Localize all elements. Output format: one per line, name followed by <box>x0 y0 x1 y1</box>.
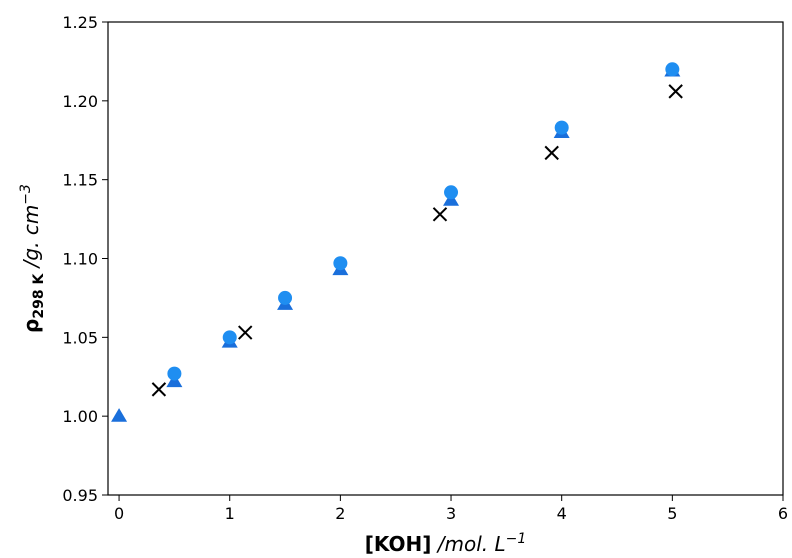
circle-marker <box>222 330 237 345</box>
y-tick-label: 1.00 <box>62 407 98 426</box>
y-tick-label: 1.15 <box>62 171 98 190</box>
y-axis-label-unit: /g. cm <box>19 205 43 274</box>
x-axis-ticks: 0 1 2 3 4 5 6 <box>114 495 788 523</box>
x-tick-label: 2 <box>335 504 345 523</box>
y-axis-label-exponent: −3 <box>18 184 34 205</box>
circle-marker <box>444 185 459 200</box>
y-tick-label: 1.05 <box>62 328 98 347</box>
x-tick-label: 3 <box>446 504 456 523</box>
x-tick-label: 4 <box>557 504 567 523</box>
circle-marker <box>665 62 680 77</box>
y-axis-label-subscript: 298 K <box>31 273 47 319</box>
x-marker <box>151 382 167 397</box>
y-tick-label: 1.25 <box>62 13 98 32</box>
circle-marker <box>333 256 348 271</box>
y-axis-label-rho: ρ <box>19 319 43 333</box>
circle-marker <box>278 290 293 305</box>
y-axis-label: ρ298 K /g. cm−3 <box>18 184 47 333</box>
y-tick-label: 1.10 <box>62 250 98 269</box>
plot-frame <box>107 21 784 496</box>
x-marker <box>238 325 253 340</box>
x-tick-label: 5 <box>667 504 677 523</box>
y-axis-ticks: 0.95 1.00 1.05 1.10 1.15 1.20 1.25 <box>62 13 108 505</box>
x-axis-label-bold: [KOH] <box>365 532 432 556</box>
x-axis-label-exponent: −1 <box>506 531 527 547</box>
x-axis-label: [KOH] /mol. L−1 <box>365 531 527 556</box>
x-marker <box>432 207 448 222</box>
y-tick-label: 1.20 <box>62 92 98 111</box>
x-tick-label: 1 <box>225 504 235 523</box>
x-axis-label-unit: /mol. L <box>431 532 505 556</box>
x-tick-label: 0 <box>114 504 124 523</box>
x-marker <box>668 84 683 99</box>
x-tick-label: 6 <box>778 504 788 523</box>
triangle-marker <box>111 408 128 422</box>
circle-marker <box>554 120 569 135</box>
x-marker <box>544 145 559 161</box>
data-points <box>111 62 683 422</box>
circle-marker <box>167 366 182 381</box>
y-tick-label: 0.95 <box>62 486 98 505</box>
